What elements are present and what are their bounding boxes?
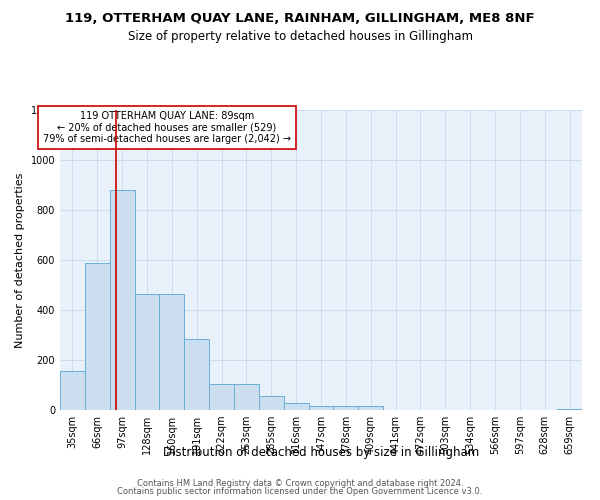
Bar — [334, 406, 358, 410]
Bar — [110, 190, 134, 410]
Y-axis label: Number of detached properties: Number of detached properties — [15, 172, 25, 348]
Bar — [184, 339, 209, 410]
Text: Contains public sector information licensed under the Open Government Licence v3: Contains public sector information licen… — [118, 487, 482, 496]
Bar — [134, 294, 160, 410]
Bar — [160, 294, 184, 410]
Bar — [308, 406, 334, 410]
Text: Size of property relative to detached houses in Gillingham: Size of property relative to detached ho… — [128, 30, 473, 43]
Bar — [234, 384, 259, 410]
Text: 119, OTTERHAM QUAY LANE, RAINHAM, GILLINGHAM, ME8 8NF: 119, OTTERHAM QUAY LANE, RAINHAM, GILLIN… — [65, 12, 535, 26]
Bar — [259, 396, 284, 410]
Text: 119 OTTERHAM QUAY LANE: 89sqm
← 20% of detached houses are smaller (529)
79% of : 119 OTTERHAM QUAY LANE: 89sqm ← 20% of d… — [43, 111, 291, 144]
Text: Distribution of detached houses by size in Gillingham: Distribution of detached houses by size … — [163, 446, 479, 459]
Text: Contains HM Land Registry data © Crown copyright and database right 2024.: Contains HM Land Registry data © Crown c… — [137, 478, 463, 488]
Bar — [557, 409, 582, 410]
Bar — [284, 403, 308, 410]
Bar — [60, 371, 85, 410]
Bar — [358, 406, 383, 410]
Bar — [85, 262, 110, 410]
Bar — [209, 384, 234, 410]
